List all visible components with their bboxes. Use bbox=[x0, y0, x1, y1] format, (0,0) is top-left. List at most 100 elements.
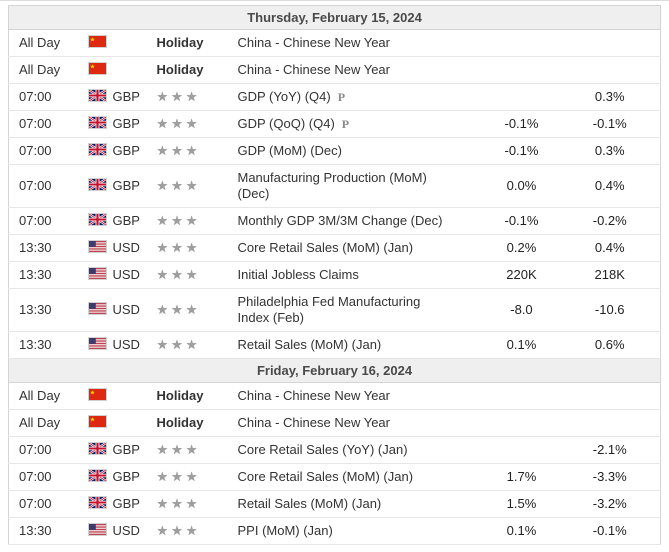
event-name[interactable]: Core Retail Sales (MoM) (Jan) bbox=[237, 469, 414, 484]
event-name[interactable]: Manufacturing Production (MoM) (Dec) bbox=[237, 170, 427, 201]
previous-value: 0.4% bbox=[559, 234, 661, 262]
importance-cell: Holiday bbox=[148, 409, 233, 437]
event-cell[interactable]: GDP (MoM) (Dec) bbox=[232, 137, 449, 165]
event-cell[interactable]: Retail Sales (MoM) (Jan) bbox=[232, 331, 449, 359]
event-cell[interactable]: Initial Jobless Claims bbox=[232, 261, 449, 289]
previous-value: -3.2% bbox=[559, 490, 661, 518]
event-name[interactable]: China - Chinese New Year bbox=[237, 415, 390, 430]
event-row[interactable]: All Day Holiday China - Chinese New Year bbox=[8, 382, 661, 410]
currency-cell: GBP bbox=[80, 137, 149, 165]
currency-code: GBP bbox=[112, 469, 140, 484]
currency-code: USD bbox=[112, 240, 140, 255]
event-name[interactable]: Retail Sales (MoM) (Jan) bbox=[237, 496, 382, 511]
currency-code: GBP bbox=[112, 213, 140, 228]
importance-cell: ★★★ bbox=[148, 436, 233, 464]
event-row[interactable]: 13:30 USD ★★★ Philadelphia Fed Manufacturin… bbox=[8, 288, 661, 332]
us-flag bbox=[87, 240, 107, 253]
event-time: 13:30 bbox=[8, 517, 81, 545]
importance-stars-icon: ★★★ bbox=[156, 442, 201, 457]
preliminary-icon: P bbox=[341, 117, 350, 131]
previous-value: 0.3% bbox=[559, 137, 661, 165]
currency-cell: GBP bbox=[80, 164, 149, 208]
currency-cell: GBP bbox=[80, 463, 149, 491]
event-row[interactable]: 13:30 USD ★★★ Initial Jobless Claims 220K 218… bbox=[8, 261, 661, 289]
event-cell[interactable]: Retail Sales (MoM) (Jan) bbox=[232, 490, 449, 518]
currency-code: USD bbox=[112, 267, 140, 282]
event-cell[interactable]: GDP (QoQ) (Q4) P bbox=[232, 110, 449, 138]
event-cell[interactable]: China - Chinese New Year bbox=[232, 29, 449, 57]
event-row[interactable]: 07:00 GBP ★★★ Retail Sales (MoM) (Jan) 1.5% -… bbox=[8, 490, 661, 518]
previous-value: -3.3% bbox=[559, 463, 661, 491]
event-cell[interactable]: Core Retail Sales (YoY) (Jan) bbox=[232, 436, 449, 464]
event-name[interactable]: GDP (MoM) (Dec) bbox=[237, 143, 342, 158]
previous-value bbox=[559, 382, 661, 410]
event-row[interactable]: 07:00 GBP ★★★ Core Retail Sales (MoM) (Jan)… bbox=[8, 463, 661, 491]
event-row[interactable]: 07:00 GBP ★★★ GDP (YoY) (Q4) P 0.3% bbox=[8, 83, 661, 111]
event-row[interactable]: All Day Holiday China - Chinese New Year bbox=[8, 409, 661, 437]
event-time: All Day bbox=[8, 29, 81, 57]
event-row[interactable]: 07:00 GBP ★★★ Core Retail Sales (YoY) (Jan)… bbox=[8, 436, 661, 464]
event-row[interactable]: All Day Holiday China - Chinese New Year bbox=[8, 29, 661, 57]
event-cell[interactable]: GDP (YoY) (Q4) P bbox=[232, 83, 449, 111]
forecast-value: 0.0% bbox=[483, 164, 560, 208]
importance-cell: ★★★ bbox=[148, 234, 233, 262]
currency-cell: GBP bbox=[80, 490, 149, 518]
event-name[interactable]: China - Chinese New Year bbox=[237, 35, 390, 50]
event-cell[interactable]: Philadelphia Fed Manufacturing Index (Fe… bbox=[232, 288, 449, 332]
event-row[interactable]: 07:00 GBP ★★★ Monthly GDP 3M/3M Change (Dec… bbox=[8, 207, 661, 235]
event-row[interactable]: All Day Holiday China - Chinese New Year bbox=[8, 56, 661, 84]
event-cell[interactable]: Manufacturing Production (MoM) (Dec) bbox=[232, 164, 449, 208]
actual-value bbox=[448, 234, 484, 262]
event-cell[interactable]: Core Retail Sales (MoM) (Jan) bbox=[232, 234, 449, 262]
currency-code: GBP bbox=[112, 178, 140, 193]
day-header-row: Thursday, February 15, 2024 bbox=[8, 5, 661, 30]
importance-cell: ★★★ bbox=[148, 137, 233, 165]
event-time: 07:00 bbox=[8, 490, 81, 518]
event-cell[interactable]: China - Chinese New Year bbox=[232, 409, 449, 437]
event-cell[interactable]: Core Retail Sales (MoM) (Jan) bbox=[232, 463, 449, 491]
currency-code: USD bbox=[112, 337, 140, 352]
event-name[interactable]: Core Retail Sales (MoM) (Jan) bbox=[237, 240, 414, 255]
currency-code: USD bbox=[112, 302, 140, 317]
event-name[interactable]: Initial Jobless Claims bbox=[237, 267, 359, 282]
event-cell[interactable]: Monthly GDP 3M/3M Change (Dec) bbox=[232, 207, 449, 235]
event-name[interactable]: GDP (YoY) (Q4) bbox=[237, 89, 331, 104]
event-time: 13:30 bbox=[8, 331, 81, 359]
currency-cell: GBP bbox=[80, 83, 149, 111]
day-header-label: Friday, February 16, 2024 bbox=[8, 358, 661, 383]
actual-value bbox=[448, 83, 484, 111]
previous-value bbox=[559, 56, 661, 84]
uk-flag bbox=[87, 213, 107, 226]
event-name[interactable]: Core Retail Sales (YoY) (Jan) bbox=[237, 442, 408, 457]
event-name[interactable]: Monthly GDP 3M/3M Change (Dec) bbox=[237, 213, 443, 228]
event-name[interactable]: PPI (MoM) (Jan) bbox=[237, 523, 333, 538]
event-time: 13:30 bbox=[8, 261, 81, 289]
event-row[interactable]: 13:30 USD ★★★ Retail Sales (MoM) (Jan) 0.1% 0… bbox=[8, 331, 661, 359]
china-flag bbox=[87, 388, 107, 401]
event-row[interactable]: 07:00 GBP ★★★ Manufacturing Production (MoM… bbox=[8, 164, 661, 208]
event-cell[interactable]: PPI (MoM) (Jan) bbox=[232, 517, 449, 545]
importance-cell: ★★★ bbox=[148, 463, 233, 491]
actual-value bbox=[448, 164, 484, 208]
event-cell[interactable]: China - Chinese New Year bbox=[232, 382, 449, 410]
actual-value bbox=[448, 56, 484, 84]
importance-stars-icon: ★★★ bbox=[156, 240, 201, 255]
event-row[interactable]: 13:30 USD ★★★ Core Retail Sales (MoM) (Jan)… bbox=[8, 234, 661, 262]
event-name[interactable]: China - Chinese New Year bbox=[237, 62, 390, 77]
importance-stars-icon: ★★★ bbox=[156, 267, 201, 282]
event-cell[interactable]: China - Chinese New Year bbox=[232, 56, 449, 84]
uk-flag bbox=[87, 178, 107, 191]
event-row[interactable]: 07:00 GBP ★★★ GDP (QoQ) (Q4) P -0.1% -0.1% bbox=[8, 110, 661, 138]
holiday-label: Holiday bbox=[156, 415, 204, 430]
forecast-value: 0.1% bbox=[483, 517, 560, 545]
event-name[interactable]: Philadelphia Fed Manufacturing Index (Fe… bbox=[237, 294, 421, 325]
event-row[interactable]: 13:30 USD ★★★ PPI (MoM) (Jan) 0.1% -0.1% bbox=[8, 517, 661, 545]
actual-value bbox=[448, 490, 484, 518]
importance-stars-icon: ★★★ bbox=[156, 143, 201, 158]
event-row[interactable]: 07:00 GBP ★★★ GDP (MoM) (Dec) -0.1% 0.3% bbox=[8, 137, 661, 165]
actual-value bbox=[448, 110, 484, 138]
event-name[interactable]: China - Chinese New Year bbox=[237, 388, 390, 403]
us-flag bbox=[87, 302, 107, 315]
event-name[interactable]: GDP (QoQ) (Q4) bbox=[237, 116, 335, 131]
event-name[interactable]: Retail Sales (MoM) (Jan) bbox=[237, 337, 382, 352]
